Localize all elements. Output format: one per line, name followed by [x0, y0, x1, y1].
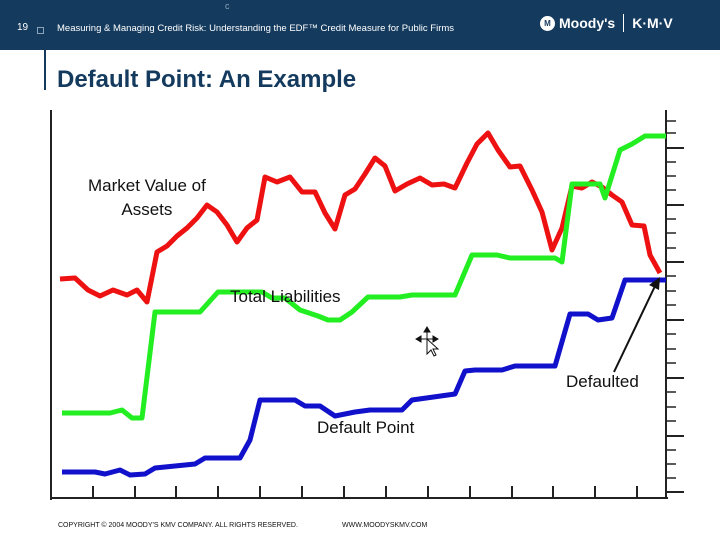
- default-point-line: [62, 277, 666, 478]
- defaulted-label: Defaulted: [566, 372, 639, 391]
- moodys-kmv-logo: M Moody's K·M·V: [540, 12, 673, 34]
- moodys-badge-icon: M: [540, 15, 555, 31]
- chart-frame: [50, 110, 668, 500]
- header-mark: c: [225, 1, 230, 11]
- y-axis-ticks: [666, 147, 684, 493]
- title-accent-line: [44, 48, 46, 90]
- move-cursor-icon: [415, 326, 440, 357]
- slide-title: Default Point: An Example: [57, 66, 357, 93]
- market-value-label-line2: Assets: [121, 200, 173, 219]
- slide-number: 19: [17, 22, 29, 33]
- market-value-label: Market Value of Assets: [88, 174, 206, 222]
- market-value-label-line1: Market Value of: [88, 176, 206, 195]
- header-title: Measuring & Managing Credit Risk: Unders…: [57, 23, 455, 34]
- slide-header: 19 c Measuring & Managing Credit Risk: U…: [0, 0, 720, 50]
- x-axis-ticks: [92, 486, 638, 498]
- y-axis-minor-ticks: [666, 120, 676, 479]
- total-liabilities-line: [62, 133, 666, 421]
- footer-copyright: COPYRIGHT © 2004 MOODY'S KMV COMPANY. AL…: [58, 522, 298, 529]
- logo-separator: [623, 14, 625, 32]
- logo-kmv-text: K·M·V: [632, 15, 673, 31]
- defaulted-arrowhead-icon: [649, 277, 660, 290]
- bullet-square-icon: [37, 27, 44, 34]
- footer-url: WWW.MOODYSKMV.COM: [342, 522, 428, 529]
- defaulted-pointer-line: [613, 283, 657, 373]
- logo-moodys-text: Moody's: [559, 15, 616, 31]
- total-liabilities-label: Total Liabilities: [230, 287, 341, 306]
- default-point-label: Default Point: [317, 418, 415, 437]
